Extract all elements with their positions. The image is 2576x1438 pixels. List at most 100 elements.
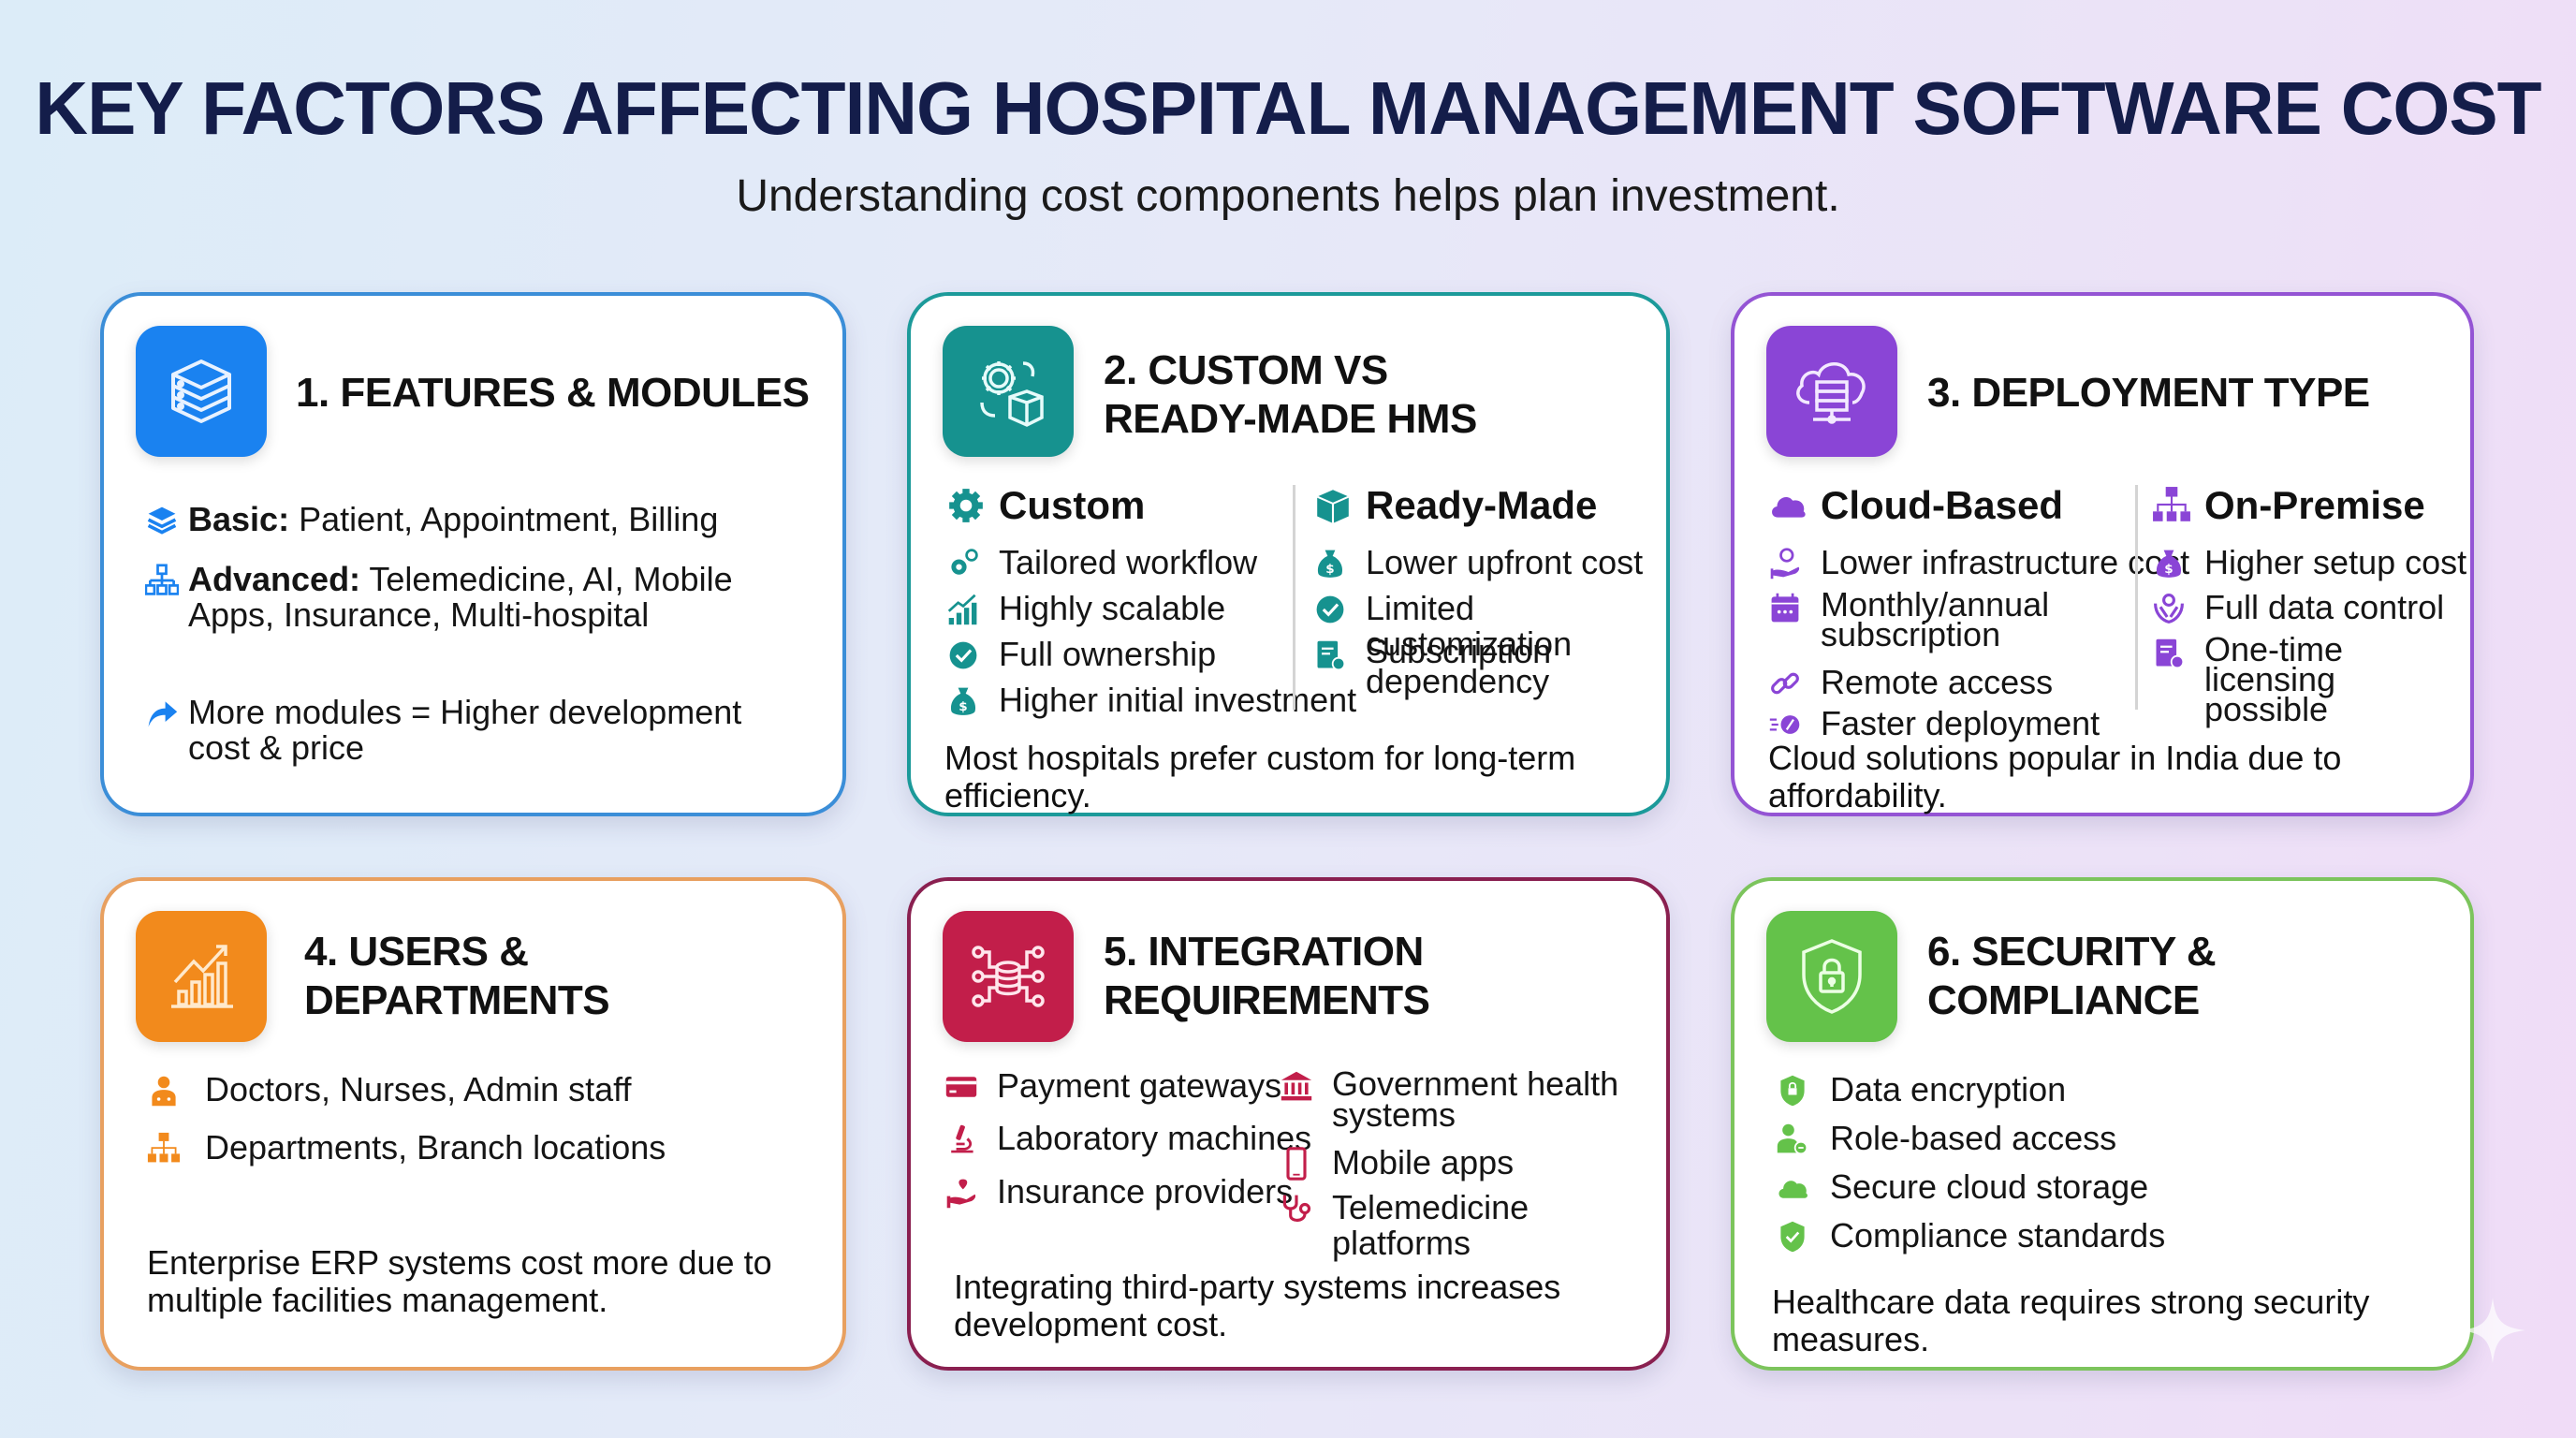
government-building-icon [1280,1068,1332,1106]
item-text: Full data control [2204,588,2445,626]
svg-text:$: $ [2164,562,2173,577]
card-note: More modules = Higher development cost &… [145,695,800,766]
card-note: Enterprise ERP systems cost more due to … [147,1243,772,1319]
page-title: KEY FACTORS AFFECTING HOSPITAL MANAGEMEN… [35,66,2541,150]
link-icon [1768,665,1821,702]
card-title-line: 4. USERS & [304,929,529,975]
item-text: Telemedicine platforms [1332,1188,1530,1262]
list-item: Doctors, Nurses, Admin staff [147,1072,632,1109]
heading-text: Custom [999,483,1146,527]
card-title: 2. CUSTOM VS READY-MADE HMS [1104,346,1477,444]
item-text: Telemedicine, AI, Mobile Apps, Insurance… [188,560,733,634]
verified-badge-icon [1313,591,1366,628]
money-bag-icon: $ [946,682,999,720]
item-label: Advanced: [188,560,361,598]
item-text: Subscription dependency [1366,632,1552,700]
list-item: $ Higher initial investment [946,682,1356,720]
card-title-line: REQUIREMENTS [1104,977,1430,1023]
item-text: Doctors, Nurses, Admin staff [205,1070,632,1108]
growth-chart-icon [946,591,999,628]
gears-icon [946,545,999,582]
card-integration-requirements: 5. INTEGRATION REQUIREMENTS Payment gate… [907,877,1670,1371]
list-item: Payment gateways [944,1068,1281,1106]
item-text: Lower upfront cost [1366,543,1644,581]
server-stack-icon [136,326,267,457]
credit-card-icon [944,1068,997,1106]
list-item: Remote access [1768,665,2053,702]
card-title-line: COMPLIANCE [1927,977,2200,1023]
list-item: Full data control [2152,590,2444,627]
list-item: Secure cloud storage [1776,1169,2148,1207]
list-item: Government health systems [1280,1064,1635,1134]
list-item: Monthly/annual subscription [1768,585,2124,653]
org-chart-icon [145,562,188,599]
column-heading-custom: Custom [946,483,1145,528]
list-item: Compliance standards [1776,1218,2165,1255]
hands-control-icon [2152,590,2204,627]
card-title: 5. INTEGRATION REQUIREMENTS [1104,928,1430,1025]
card-security-compliance: 6. SECURITY & COMPLIANCE Data encryption… [1731,877,2474,1371]
item-text: Tailored workflow [999,543,1258,581]
list-item: Mobile apps [1280,1145,1514,1182]
card-deployment-type: 3. DEPLOYMENT TYPE Cloud-Based Lower inf… [1731,292,2474,816]
list-item: Faster deployment [1768,706,2100,743]
card-users-departments: 4. USERS & DEPARTMENTS Doctors, Nurses, … [100,877,846,1371]
shield-lock-icon [1766,911,1897,1042]
arrow-forward-icon [145,695,188,732]
cloud-icon [1768,486,1821,525]
item-text: Insurance providers [997,1172,1294,1211]
mobile-phone-icon [1280,1145,1332,1182]
cloud-icon [1776,1169,1830,1207]
card-custom-vs-readymade: 2. CUSTOM VS READY-MADE HMS Custom Tailo… [907,292,1670,816]
item-text: Patient, Appointment, Billing [289,500,719,538]
card-note: Integrating third-party systems increase… [954,1268,1561,1343]
license-doc-icon [2152,635,2204,672]
column-heading-readymade: Ready-Made [1313,483,1597,528]
card-title-line: DEPARTMENTS [304,977,610,1023]
speed-icon [1768,706,1821,743]
item-text: Payment gateways [997,1066,1282,1105]
list-item: Limited customization [1313,591,1666,662]
shield-lock-icon [1776,1072,1830,1109]
list-item: Telemedicine platforms [1280,1190,1666,1261]
list-item: Data encryption [1776,1072,2066,1109]
card-title: 6. SECURITY & COMPLIANCE [1927,928,2217,1025]
list-item: Basic: Patient, Appointment, Billing [145,502,800,539]
item-text: Laboratory machines [997,1119,1312,1157]
org-chart-icon [147,1130,205,1167]
item-text: Role-based access [1830,1119,2117,1157]
heading-text: Cloud-Based [1821,483,2064,527]
item-text: Higher setup cost [2204,543,2467,581]
growth-chart-icon [136,911,267,1042]
money-bag-icon: $ [2152,545,2204,582]
database-network-icon [943,911,1074,1042]
note-text: More modules = Higher development cost &… [188,693,742,767]
svg-text:$: $ [1325,562,1334,577]
item-text: Mobile apps [1332,1143,1515,1181]
card-title-line: 2. CUSTOM VS [1104,347,1388,393]
verified-badge-icon [946,637,999,674]
org-chart-icon [2152,486,2204,525]
calendar-icon [1768,590,1821,627]
column-heading-onpremise: On-Premise [2152,483,2425,528]
item-text: One-time licensing possible [2204,630,2344,728]
box-icon [1313,486,1366,525]
item-text: Limited customization [1366,589,1573,663]
gear-box-icon [943,326,1074,457]
card-title-line: READY-MADE HMS [1104,396,1477,442]
gear-icon [946,486,999,525]
list-item: $ Lower upfront cost [1313,545,1643,582]
card-note: Healthcare data requires strong security… [1772,1283,2370,1358]
item-text: Secure cloud storage [1830,1167,2149,1206]
list-item: Tailored workflow [946,545,1257,582]
list-item: Full ownership [946,637,1216,674]
card-note: Cloud solutions popular in India due to … [1768,739,2342,814]
item-text: Government health systems [1332,1064,1619,1134]
item-text: Monthly/annual subscription [1821,585,2050,653]
doctor-icon [147,1072,205,1109]
card-note: Most hospitals prefer custom for long-te… [944,739,1576,814]
item-text: Higher initial investment [999,681,1357,719]
column-heading-cloud: Cloud-Based [1768,483,2063,528]
list-item: Departments, Branch locations [147,1130,666,1167]
list-item: One-time licensing possible [2152,630,2433,728]
